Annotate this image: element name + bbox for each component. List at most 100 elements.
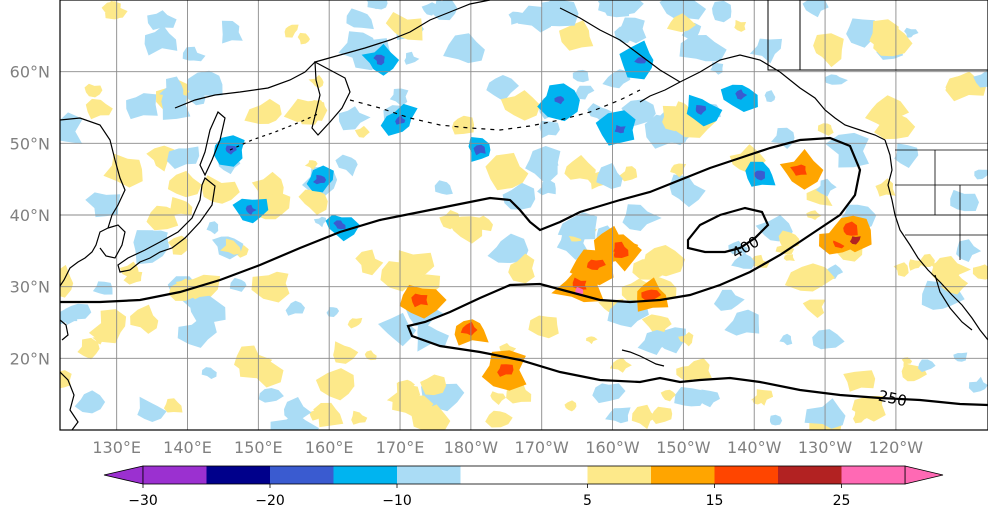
anomaly-patch xyxy=(596,162,623,189)
lon-tick-label: 120°W xyxy=(869,438,924,457)
lat-tick-label: 30°N xyxy=(10,278,50,297)
colorbar-outline xyxy=(142,465,906,485)
anomaly-patch xyxy=(769,414,783,426)
colorbar-label: −10 xyxy=(382,493,412,509)
contour-labels: 400 250 xyxy=(729,232,909,411)
anomaly-patch xyxy=(60,264,74,298)
anomaly-patch xyxy=(146,205,179,231)
lon-tick-label: 170°W xyxy=(515,438,570,457)
border-us-canada xyxy=(767,0,988,71)
anomaly-patch xyxy=(147,10,177,31)
colorbar-segment xyxy=(460,466,588,484)
anomaly-patch xyxy=(540,0,564,16)
coast-baja xyxy=(934,274,973,331)
anomaly-patch xyxy=(485,152,529,191)
anomaly-patch xyxy=(559,20,594,51)
anomaly-patch xyxy=(355,249,384,276)
coast-kurils xyxy=(229,113,319,151)
lon-tick-label: 140°E xyxy=(163,438,212,457)
coast-asia-mainland xyxy=(60,117,126,287)
anomaly-warm-core xyxy=(641,289,662,301)
anomaly-patch xyxy=(853,410,870,424)
anomaly-cold-core xyxy=(245,204,257,216)
anomaly-patch xyxy=(109,0,121,15)
anomaly-patch xyxy=(397,379,415,391)
anomaly-patch xyxy=(650,406,673,424)
anomaly-patch xyxy=(508,253,535,284)
anomaly-patch xyxy=(813,33,844,68)
anomaly-patch xyxy=(338,106,371,131)
coast-sakhalin xyxy=(199,111,226,177)
anomaly-patch xyxy=(490,391,506,405)
anomaly-patch xyxy=(713,289,745,311)
anomaly-patch xyxy=(284,397,312,421)
anomaly-patch xyxy=(953,352,968,362)
anomaly-patch xyxy=(972,264,988,280)
anomaly-patch xyxy=(918,359,936,373)
anomaly-patch xyxy=(660,389,677,402)
anomaly-patch xyxy=(103,153,143,188)
anomaly-patch xyxy=(734,19,747,32)
anomaly-patch xyxy=(724,309,760,336)
colorbar-extend-max xyxy=(904,465,944,485)
lon-tick-label: 140°W xyxy=(727,438,782,457)
coast-kamchatka xyxy=(311,60,351,136)
lon-tick-label: 130°W xyxy=(798,438,853,457)
anomaly-patch xyxy=(609,357,632,373)
anomaly-patch xyxy=(751,389,774,406)
anomaly-patch xyxy=(575,85,595,100)
lon-tick-label: 130°E xyxy=(92,438,141,457)
coast-philippines xyxy=(60,371,79,430)
anomaly-patch xyxy=(229,277,247,292)
anomaly-patch xyxy=(380,261,424,292)
anomaly-cold-core xyxy=(634,57,647,64)
anomaly-patch xyxy=(161,91,191,120)
anomaly-warm-core xyxy=(411,293,428,308)
anomaly-warm-core xyxy=(497,364,514,377)
anomaly-warm-core xyxy=(460,321,478,336)
anomaly-patch xyxy=(632,258,669,280)
anomaly-patch xyxy=(843,370,876,392)
anomaly-cold-core xyxy=(313,174,327,185)
contours xyxy=(60,136,988,407)
anomaly-patch xyxy=(712,0,732,23)
anomaly-patch xyxy=(605,407,631,424)
anomaly-patch xyxy=(313,216,327,228)
anomaly-patch xyxy=(378,312,417,347)
coastlines xyxy=(60,0,988,430)
anomaly-patch xyxy=(486,75,519,102)
anomaly-cold-core xyxy=(554,96,565,105)
colorbar-label: −20 xyxy=(255,493,285,509)
anomaly-patch xyxy=(500,90,541,121)
anomaly-patch xyxy=(85,98,113,120)
anomaly-patch xyxy=(616,17,647,44)
anomaly-patch xyxy=(346,8,374,30)
contour-400 xyxy=(686,206,770,254)
anomaly-patch xyxy=(304,160,318,170)
contour-label-250: 250 xyxy=(877,387,909,411)
anomaly-patch xyxy=(659,0,707,20)
anomaly-patch xyxy=(244,98,282,124)
anomaly-patch xyxy=(873,25,913,57)
anomaly-patch xyxy=(364,350,377,361)
anomaly-patch xyxy=(525,146,561,185)
anomaly-patch xyxy=(592,383,626,404)
anomaly-patch xyxy=(186,87,206,106)
anomaly-patch xyxy=(74,390,106,414)
lat-tick-label: 20°N xyxy=(10,349,50,368)
lon-tick-label: 160°E xyxy=(305,438,354,457)
colorbar-segment xyxy=(841,466,905,484)
anomaly-patch xyxy=(815,178,837,197)
anomaly-patch xyxy=(284,24,299,38)
anomaly-patch xyxy=(631,404,658,430)
colorbar-segment xyxy=(587,466,651,484)
anomaly-patch xyxy=(126,93,158,120)
anomaly-patch xyxy=(170,197,193,216)
anomaly-patch xyxy=(950,189,979,212)
anomaly-patch xyxy=(434,180,453,195)
anomaly-warm-core xyxy=(843,221,858,236)
anomaly-patch xyxy=(775,244,795,255)
anomaly-patch xyxy=(901,357,913,366)
anomaly-patch xyxy=(941,273,969,295)
